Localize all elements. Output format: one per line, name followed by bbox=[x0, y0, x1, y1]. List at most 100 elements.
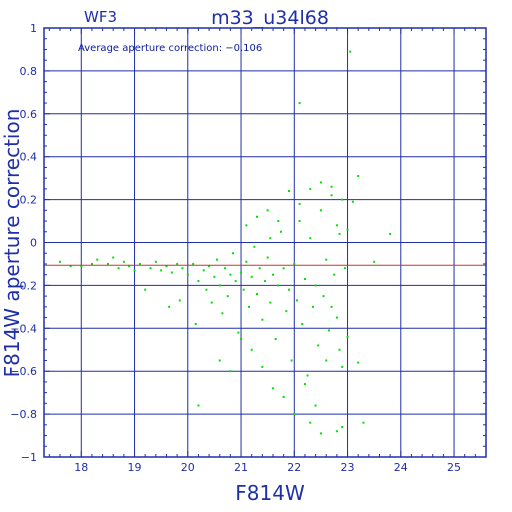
data-point bbox=[357, 361, 360, 364]
data-point bbox=[165, 265, 168, 268]
data-point bbox=[346, 228, 349, 231]
data-point bbox=[279, 230, 282, 233]
data-point bbox=[290, 359, 293, 362]
data-point bbox=[277, 220, 280, 223]
data-point bbox=[248, 305, 251, 308]
data-point bbox=[274, 338, 277, 341]
data-point bbox=[277, 284, 280, 287]
y-tick-label: 0.6 bbox=[20, 108, 38, 121]
x-tick-label: 22 bbox=[287, 461, 301, 474]
y-tick-label: 0.8 bbox=[20, 65, 38, 78]
data-point bbox=[237, 331, 240, 334]
data-points bbox=[58, 50, 392, 435]
data-point bbox=[149, 267, 152, 270]
data-point bbox=[311, 305, 314, 308]
data-point bbox=[298, 202, 301, 205]
data-point bbox=[309, 237, 312, 240]
data-point bbox=[330, 185, 333, 188]
data-point bbox=[325, 359, 328, 362]
y-axis-label: F814W aperture correction bbox=[0, 109, 24, 378]
data-point bbox=[319, 432, 322, 435]
axis-ticks: 18 19 20 21 22 23 24 25 −1 −0.8 −0.6 −0.4 −0.2 0 0.2 0.… bbox=[10, 22, 487, 474]
data-point bbox=[349, 50, 352, 53]
data-point bbox=[338, 348, 341, 351]
data-point bbox=[343, 267, 346, 270]
data-point bbox=[335, 224, 338, 227]
data-point bbox=[325, 258, 328, 261]
data-point bbox=[106, 262, 109, 265]
data-point bbox=[261, 365, 264, 368]
data-point bbox=[160, 269, 163, 272]
data-point bbox=[266, 256, 269, 259]
data-point bbox=[287, 190, 290, 193]
y-tick-label: 0 bbox=[30, 237, 37, 250]
data-point bbox=[224, 267, 227, 270]
data-point bbox=[234, 280, 237, 283]
data-point bbox=[229, 370, 232, 373]
data-point bbox=[226, 295, 229, 298]
data-point bbox=[69, 265, 72, 268]
data-point bbox=[170, 271, 173, 274]
data-point bbox=[306, 374, 309, 377]
data-point bbox=[208, 265, 211, 268]
data-point bbox=[194, 323, 197, 326]
data-point bbox=[269, 301, 272, 304]
data-point bbox=[240, 338, 243, 341]
data-point bbox=[303, 277, 306, 280]
data-point bbox=[317, 344, 320, 347]
data-point bbox=[96, 258, 99, 261]
data-point bbox=[250, 348, 253, 351]
y-tick-label: −1 bbox=[21, 451, 37, 464]
y-tick-label: −0.4 bbox=[10, 322, 37, 335]
data-point bbox=[322, 295, 325, 298]
data-point bbox=[319, 181, 322, 184]
data-point bbox=[218, 359, 221, 362]
data-point bbox=[178, 299, 181, 302]
data-point bbox=[154, 260, 157, 263]
data-point bbox=[264, 280, 266, 283]
data-point bbox=[181, 267, 184, 270]
data-point bbox=[314, 404, 317, 407]
data-point bbox=[250, 275, 253, 278]
y-tick-label: 0.2 bbox=[20, 194, 38, 207]
data-point bbox=[197, 404, 200, 407]
data-point bbox=[261, 318, 264, 321]
data-point bbox=[202, 269, 205, 272]
data-point bbox=[285, 310, 288, 313]
x-tick-label: 23 bbox=[341, 461, 355, 474]
data-point bbox=[256, 292, 259, 295]
data-point bbox=[168, 305, 171, 308]
data-point bbox=[295, 299, 298, 302]
x-tick-label: 25 bbox=[447, 461, 461, 474]
data-point bbox=[341, 198, 344, 201]
data-point bbox=[245, 224, 248, 227]
y-tick-label: 0.4 bbox=[20, 151, 38, 164]
data-point bbox=[303, 383, 306, 386]
data-point bbox=[192, 262, 195, 265]
data-point bbox=[293, 262, 296, 265]
data-point bbox=[133, 269, 136, 272]
data-point bbox=[216, 258, 219, 261]
data-point bbox=[90, 262, 93, 265]
data-point bbox=[351, 200, 354, 203]
data-point bbox=[232, 252, 235, 255]
x-tick-label: 21 bbox=[234, 461, 248, 474]
data-point bbox=[309, 421, 312, 424]
data-point bbox=[282, 267, 285, 270]
data-point bbox=[341, 425, 344, 428]
y-tick-label: −0.2 bbox=[10, 279, 37, 292]
data-point bbox=[271, 387, 274, 390]
average-note: Average aperture correction: −0.106 bbox=[78, 43, 262, 54]
x-tick-label: 18 bbox=[74, 461, 88, 474]
data-point bbox=[245, 260, 248, 263]
data-point bbox=[301, 323, 304, 326]
data-point bbox=[258, 267, 261, 270]
data-point bbox=[287, 288, 290, 291]
data-point bbox=[128, 265, 131, 268]
data-point bbox=[389, 232, 392, 235]
data-point bbox=[218, 284, 221, 287]
data-point bbox=[256, 215, 259, 218]
data-point bbox=[58, 260, 61, 263]
panel-label: WF3 bbox=[84, 8, 117, 26]
